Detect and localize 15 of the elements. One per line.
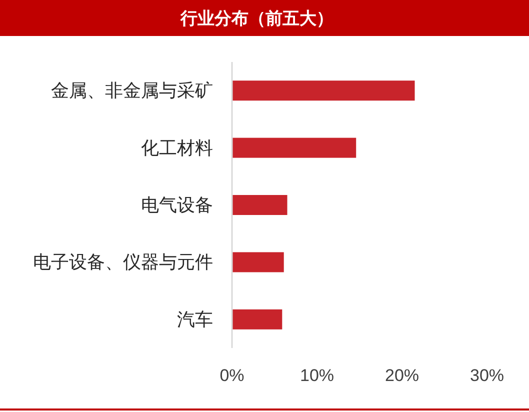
- bar: [232, 252, 284, 272]
- x-tick-label: 0%: [220, 366, 244, 385]
- bar: [232, 138, 356, 158]
- x-tick-label: 30%: [470, 366, 504, 385]
- chart-title: 行业分布（前五大）: [180, 9, 334, 28]
- y-tick-label: 汽车: [177, 309, 213, 330]
- bar: [232, 195, 288, 215]
- y-tick-label: 化工材料: [141, 138, 213, 158]
- bar: [232, 80, 415, 101]
- y-tick-label: 电气设备: [141, 195, 213, 215]
- x-tick-label: 20%: [384, 366, 420, 385]
- y-tick-label: 电子设备、仪器与元件: [33, 252, 213, 272]
- bar: [232, 309, 282, 330]
- y-tick-label: 金属、非金属与采矿: [51, 80, 213, 101]
- x-tick-label: 10%: [300, 366, 334, 385]
